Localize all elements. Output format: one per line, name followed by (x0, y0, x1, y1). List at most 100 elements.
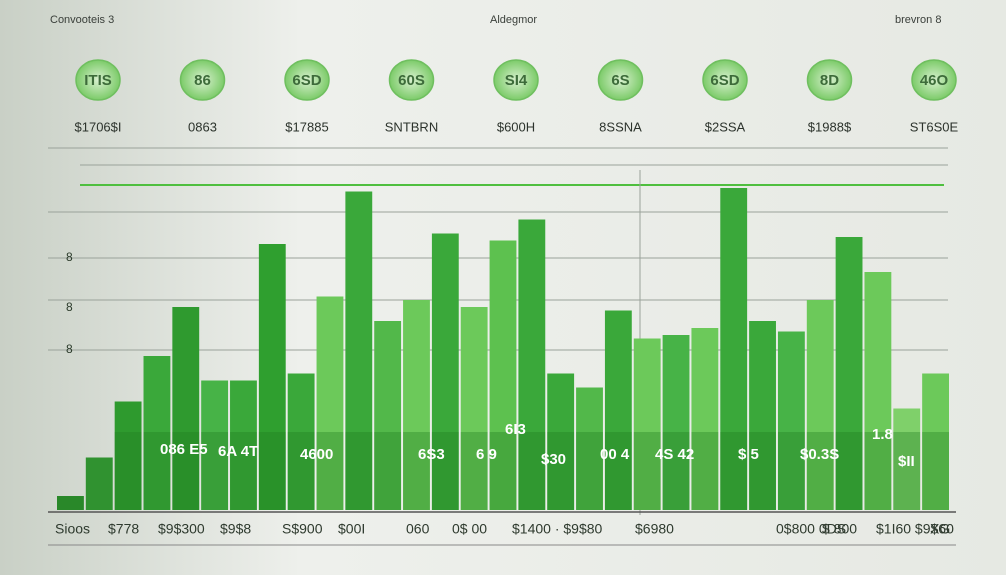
coin-label: 6SD (292, 72, 321, 89)
coin-price: $17885 (285, 119, 328, 134)
bar-label: 00 4 (600, 446, 630, 463)
bar (460, 307, 488, 510)
footer-label: $6980 (635, 521, 674, 537)
coin-icon (388, 59, 435, 101)
coin-label: 46O (920, 72, 949, 89)
footer-label: S$900 (282, 521, 323, 537)
coin-label: 8D (820, 72, 839, 89)
bar (85, 457, 113, 510)
bars (57, 188, 949, 510)
bar-label: $0.3S (800, 446, 839, 463)
bar-shade (172, 432, 200, 510)
bar-shade (547, 432, 575, 510)
bar (431, 233, 459, 510)
bar-shade (806, 432, 834, 510)
bar-shade (489, 432, 517, 510)
bar (57, 496, 84, 510)
bar (316, 296, 344, 510)
bar-shade (230, 432, 257, 510)
coin-label: 60S (398, 72, 425, 89)
bar-shade (518, 432, 546, 510)
bar-shade (749, 432, 776, 510)
bar-shade (662, 432, 690, 510)
bar-shade (835, 432, 863, 510)
bar (662, 335, 690, 510)
coin-label: 86 (194, 72, 211, 89)
footer-label: 0$ 00 (452, 521, 487, 537)
coin-price: $1988$ (808, 119, 852, 134)
y-label: 8 (66, 250, 73, 264)
coin-label: 6S (611, 72, 629, 89)
coin-label: 6SD (710, 72, 739, 89)
bar (230, 380, 257, 510)
footer-label: $9$300 (158, 521, 205, 537)
bar (691, 328, 719, 510)
footer-label: $1I60 $9$60 (876, 521, 954, 537)
bar-shade (143, 432, 171, 510)
bar-shade (893, 432, 921, 510)
footer-label: $00I (338, 521, 365, 537)
y-label: 8 (66, 300, 73, 314)
bar-label: 6A 4T (218, 443, 258, 460)
bar-label: $ 5 (738, 446, 759, 463)
header-center: Aldegmor (490, 14, 537, 26)
coin-icon (806, 59, 853, 101)
bar-shade (864, 432, 892, 510)
y-label: 8 (66, 342, 73, 356)
coin-price: $2SSA (705, 119, 746, 134)
footer-label: 060 (406, 521, 430, 537)
footer-label: $1400 · $9$80 (512, 521, 603, 537)
bar-shade (201, 432, 229, 510)
bar-shade (403, 432, 430, 510)
bar-shade (431, 432, 459, 510)
coin-icon (284, 59, 330, 101)
bar (172, 307, 200, 510)
bar (835, 237, 863, 510)
bar-shade (922, 432, 949, 510)
coin-row: ITIS $1706$I 86 0863 6SD $17885 60S SNTBRN SI4 $6… (75, 59, 959, 134)
bar-label: 6S3 (418, 446, 445, 463)
bar-shade (345, 432, 373, 510)
bar-shade (460, 432, 488, 510)
bar (258, 244, 286, 510)
bar (201, 380, 229, 510)
coin-label: SI4 (505, 72, 528, 89)
bar-label: 6I3 (505, 421, 526, 438)
coin-price: 8SSNA (599, 119, 642, 134)
bar (576, 387, 603, 510)
bar (604, 310, 632, 510)
bar-label: 086 E5 (160, 441, 208, 458)
bar (749, 321, 776, 510)
coin-icon (702, 59, 748, 101)
bar (720, 188, 748, 510)
bar (114, 401, 142, 510)
bar-label: $II (898, 453, 915, 470)
footer-label: $9$8 (220, 521, 251, 537)
coin-icon (911, 59, 957, 101)
bar-label: 4S 42 (655, 446, 694, 463)
coin-label: ITIS (84, 72, 112, 89)
coin-price: $1706$I (75, 119, 122, 134)
header-left: Convooteis 3 (50, 14, 114, 26)
footer-label: Sioos (55, 521, 90, 537)
bar-shade (316, 432, 344, 510)
bar (547, 373, 575, 510)
coin-price: 0863 (188, 119, 217, 134)
bar (489, 240, 517, 510)
bar (287, 373, 315, 510)
coin-icon (75, 59, 121, 101)
bar-shade (691, 432, 719, 510)
annotations: 086 E5 6A 4T 4600 6S3 6 9 6I3 $30 00 4 4… (160, 421, 915, 470)
bar (345, 191, 373, 510)
header-right: brevron 8 (895, 14, 941, 26)
footer-label: 0$800 0DS (776, 521, 846, 537)
bar (518, 219, 546, 510)
bar (806, 300, 834, 510)
bar-shade (633, 432, 661, 510)
bar (777, 331, 805, 510)
coin-icon (597, 59, 644, 101)
coin-price: $600H (497, 119, 535, 134)
bar-shade (777, 432, 805, 510)
bar-label: 4600 (300, 446, 333, 463)
